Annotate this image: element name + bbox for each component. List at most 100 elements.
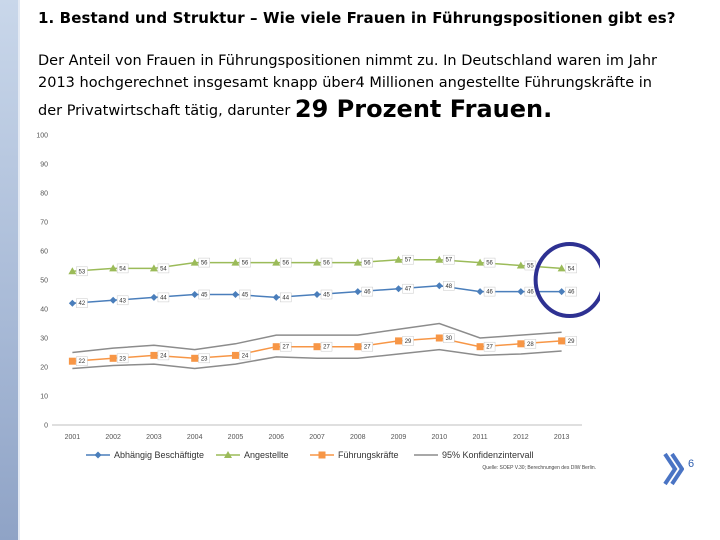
data-label-box	[361, 286, 374, 297]
slide-heading: 1. Bestand und Struktur – Wie viele Frau…	[38, 9, 676, 27]
data-label-box	[76, 266, 88, 277]
data-point	[68, 267, 77, 275]
data-label-box	[76, 356, 88, 366]
y-tick-label: 30	[40, 336, 48, 343]
data-label: 56	[323, 261, 330, 267]
data-label: 57	[405, 258, 412, 264]
data-label: 55	[527, 264, 534, 270]
highlight-circle	[533, 242, 600, 318]
x-tick-label: 2004	[187, 434, 203, 441]
x-tick-label: 2012	[513, 434, 529, 441]
data-label-box	[279, 292, 292, 303]
next-slide-icon[interactable]	[662, 452, 684, 486]
data-label-box	[483, 286, 496, 297]
data-label: 54	[119, 266, 126, 272]
data-point	[558, 337, 566, 345]
data-point	[354, 288, 362, 296]
data-label: 46	[364, 290, 371, 296]
x-tick-label: 2002	[105, 434, 121, 441]
data-label: 57	[445, 258, 452, 264]
y-tick-label: 70	[40, 220, 48, 227]
data-point	[191, 354, 199, 362]
data-label: 48	[445, 284, 452, 290]
data-point	[109, 264, 118, 272]
x-tick-label: 2003	[146, 434, 162, 441]
data-label-box	[524, 260, 537, 271]
intro-paragraph: Der Anteil von Frauen in Führungspositio…	[38, 50, 678, 122]
data-point	[395, 285, 403, 293]
data-point	[517, 340, 525, 348]
data-label-box	[361, 341, 374, 352]
data-label: 47	[405, 287, 412, 293]
y-tick-label: 50	[40, 278, 48, 285]
paragraph-line-2: 2013 hochgerechnet insgesamt knapp über4…	[38, 75, 652, 91]
left-decor-edge	[18, 0, 20, 540]
data-label: 27	[364, 345, 371, 351]
data-label-box	[239, 289, 251, 300]
data-label-box	[157, 292, 170, 303]
data-label-box	[320, 257, 333, 268]
y-tick-label: 20	[40, 365, 48, 372]
data-point	[313, 291, 321, 298]
y-tick-label: 60	[40, 249, 48, 256]
page-number: 6	[688, 458, 695, 470]
data-label-box	[198, 353, 210, 364]
data-point	[231, 291, 239, 298]
data-label: 56	[364, 261, 371, 267]
data-point	[394, 255, 403, 263]
y-tick-label: 90	[40, 162, 48, 169]
data-point	[231, 258, 240, 266]
legend-label: Führungskräfte	[338, 450, 399, 460]
data-label-box	[279, 257, 292, 268]
data-label-box	[239, 257, 251, 268]
data-point	[109, 354, 117, 362]
data-point	[476, 288, 484, 296]
data-label: 45	[242, 293, 249, 299]
data-label-box	[565, 336, 577, 346]
data-label-box	[443, 333, 455, 343]
data-label: 30	[445, 336, 452, 342]
data-label: 45	[201, 293, 208, 299]
data-label: 56	[282, 261, 289, 267]
data-point	[150, 351, 158, 359]
data-label-box	[279, 341, 292, 352]
data-point	[272, 343, 280, 351]
data-label: 56	[486, 261, 493, 267]
data-point	[476, 258, 485, 266]
data-label-box	[443, 254, 455, 265]
data-point	[354, 343, 362, 351]
data-label-box	[198, 289, 210, 300]
data-point	[231, 351, 239, 359]
confidence-line	[72, 322, 562, 354]
paragraph-line-3: der Privatwirtschaft tätig, darunter 29 …	[38, 97, 678, 122]
data-point	[435, 334, 443, 342]
legend-marker	[318, 451, 326, 459]
data-point	[558, 288, 566, 296]
data-label: 42	[79, 301, 86, 307]
data-label: 46	[568, 290, 575, 296]
legend-marker	[224, 451, 232, 458]
x-tick-label: 2001	[65, 434, 81, 441]
data-label: 29	[568, 339, 575, 345]
data-point	[313, 258, 321, 266]
data-label-box	[443, 281, 455, 291]
y-tick-label: 100	[36, 133, 48, 140]
paragraph-line-1: Der Anteil von Frauen in Führungspositio…	[38, 53, 657, 69]
data-point	[313, 343, 321, 351]
data-label: 22	[79, 359, 86, 365]
data-point	[272, 258, 281, 266]
data-point	[476, 343, 484, 351]
data-label: 44	[282, 295, 289, 301]
data-label: 27	[282, 345, 289, 351]
data-point	[68, 299, 76, 307]
data-label: 23	[119, 356, 126, 362]
data-label-box	[565, 263, 577, 274]
x-tick-label: 2007	[309, 434, 325, 441]
data-label-box	[483, 341, 496, 352]
confidence-line	[72, 348, 562, 370]
data-label: 56	[242, 261, 249, 267]
data-label-box	[565, 286, 577, 297]
x-tick-label: 2011	[473, 434, 488, 441]
data-label-box	[320, 341, 333, 352]
chart-panel: 0 10 20 30 40 50 60 70 80 90 100 2001 2002 2003 2004 20…	[30, 124, 600, 476]
